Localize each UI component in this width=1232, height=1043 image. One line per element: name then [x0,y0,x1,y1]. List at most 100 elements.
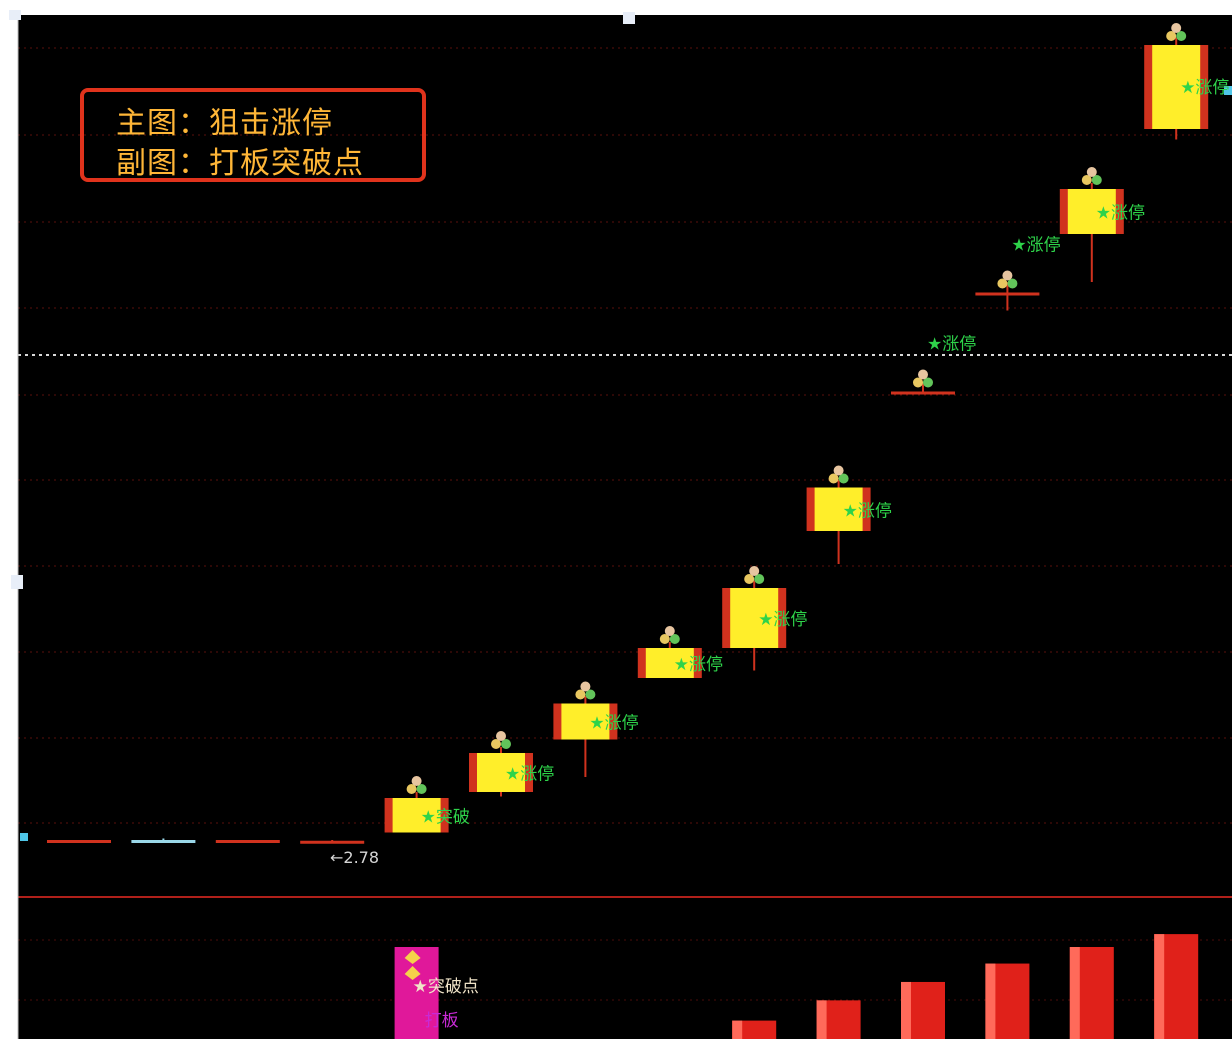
volume-bar-highlight-11 [985,963,996,1039]
candle-9 [806,480,871,564]
candle-body [975,292,1040,296]
legend-box [80,88,426,182]
signal-dot-right [754,574,765,584]
candle-label-13: ★涨停 [1180,78,1229,98]
candle-label-6: ★涨停 [589,714,638,734]
signal-dot-top [1171,23,1182,33]
candle-body [300,840,365,844]
signal-dot-left [575,689,586,700]
candle-4 [384,792,449,833]
signal-dot-left [913,377,923,388]
candles [47,37,1209,844]
candle-7 [637,642,702,678]
volume-bars [394,934,1199,1039]
candle-body-fill [477,753,525,792]
resize-handle-corner[interactable] [9,10,21,20]
candle-body [891,391,955,395]
candle-13 [1144,37,1209,140]
limit-up-signal-icon-11 [997,270,1018,289]
candle-body-fill [645,648,694,678]
grid-lines [18,47,1232,1001]
limit-up-signal-icon-12 [1081,167,1102,185]
candle-body [131,840,196,843]
candle-label-10: ★涨停 [927,335,976,355]
candle-body [215,840,280,843]
signal-dot-right [1176,31,1187,41]
signal-dot-right [1007,278,1018,289]
volume-bar-highlight-8 [732,1020,743,1039]
candle-body-fill [561,703,610,740]
candle-body [47,840,111,843]
limit-up-signal-icon-4 [406,776,427,794]
candle-12 [1059,183,1124,282]
signal-dot-top [411,776,422,786]
signal-dot-right [585,689,596,700]
resize-handle-left[interactable] [11,575,23,589]
legend-sub-chart: 副图：打板突破点 [116,146,364,181]
candle-label-4: ★突破 [421,807,470,827]
signal-dot-right [1091,175,1102,185]
signal-dot-left [744,574,755,584]
candle-3 [300,840,365,844]
candle-6 [553,696,618,777]
candle-1 [131,838,196,843]
limit-up-signal-icon-9 [828,465,849,484]
candle-label-5: ★涨停 [505,765,554,785]
resize-handle-top[interactable] [623,12,635,24]
candle-5 [469,747,533,797]
signal-dot-top [918,369,928,380]
candle-11 [975,282,1040,311]
breakout-bar [394,947,439,1039]
signal-dot-right [416,784,427,794]
candle-label-12: ★涨停 [1096,204,1145,224]
candle-10 [891,382,955,395]
signal-dot-left [997,278,1008,289]
breakout-icon-shape-1 [404,950,421,964]
volume-bar-highlight-13 [1154,934,1165,1039]
signal-dot-right [501,739,511,749]
signal-dot-left [828,473,839,484]
volume-bar-highlight-9 [816,1000,827,1039]
signal-dot-left [491,739,501,749]
signal-dot-left [659,634,670,644]
signal-dot-top [833,465,844,476]
price-marker-left [20,833,28,841]
limit-up-signal-icon-7 [659,626,680,644]
breakout-icon-shape-2 [404,966,421,980]
chart-background [18,15,1232,1039]
limit-up-signal-icon-13 [1166,23,1187,41]
limit-up-signal-icon-6 [575,681,596,700]
signal-dot-top [664,626,675,636]
volume-bar-8 [732,1020,777,1039]
signal-dot-top [749,566,760,576]
breakout-icon [404,950,421,980]
candle-body-fill [1152,45,1201,129]
volume-bar-highlight-12 [1069,947,1080,1039]
legend-main-chart: 主图：狙击涨停 [116,106,333,141]
signal-dot-top [580,681,591,692]
candle-8 [722,580,787,671]
candle-label-7: ★涨停 [674,655,723,675]
annotations: ★突破 ★涨停 ★涨停 ★涨停 ★涨停 ★涨停 ★涨停 ★涨停 ★涨停 ★涨停 ←2.78 ★突破点打… [330,23,1229,1031]
candle-body-fill [730,588,779,648]
candle-label-8: ★涨停 [758,610,807,630]
candle-0 [47,840,111,843]
price-annotation: ←2.78 [330,848,379,867]
signal-dot-left [406,784,417,794]
signal-dot-right [669,634,680,644]
volume-bar-highlight-10 [901,981,911,1039]
limit-up-signal-icon-10 [913,369,933,388]
board-label: 打板 [425,1011,459,1031]
signal-dot-left [1081,175,1092,185]
breakout-label: ★突破点 [413,977,479,997]
limit-up-signal-icon-5 [491,731,511,749]
candle-body-fill [814,487,863,531]
candle-body-fill [1067,189,1116,234]
limit-up-signal-icon-8 [744,566,765,584]
candle-label-11: ★涨停 [1011,236,1060,256]
signal-dot-right [838,473,849,484]
signal-dot-top [496,731,506,741]
price-marker-right [1224,86,1232,95]
